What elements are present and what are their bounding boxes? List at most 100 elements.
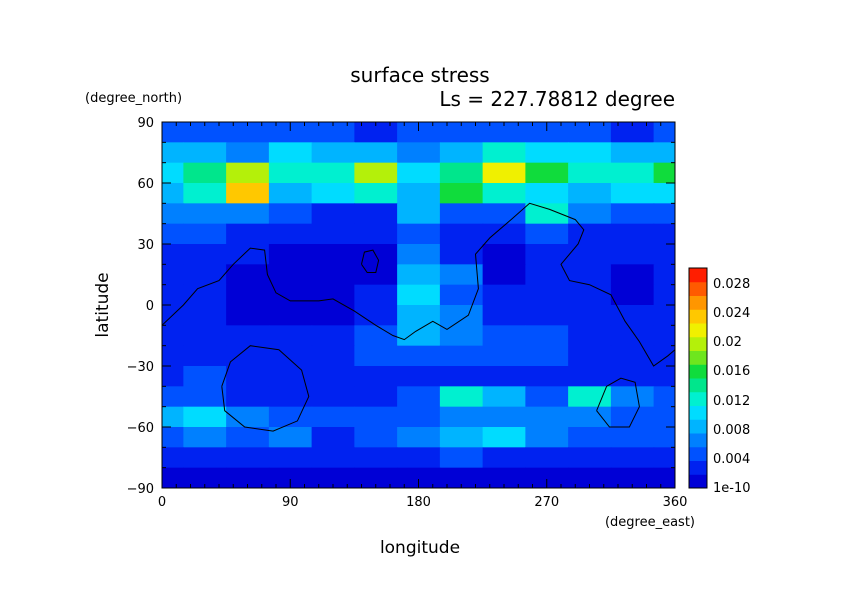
heatmap-cell (439, 467, 484, 488)
heatmap-cell (439, 203, 484, 225)
heatmap-cell (311, 142, 355, 164)
heatmap-cell (183, 325, 227, 347)
heatmap-cell (226, 305, 270, 326)
heatmap-cell (482, 223, 526, 245)
heatmap-cell (311, 183, 355, 204)
colorbar-swatch (689, 474, 707, 489)
heatmap-cell (482, 427, 526, 448)
y-tick-label: 0 (146, 299, 154, 314)
heatmap-cell (525, 244, 569, 265)
heatmap-cell (311, 244, 355, 265)
heatmap-cell (610, 183, 655, 204)
colorbar-swatch (689, 405, 707, 420)
colorbar-swatch (689, 350, 707, 365)
heatmap-cell (482, 366, 526, 387)
heatmap-cell (482, 203, 526, 225)
colorbar-frame (688, 267, 708, 489)
heatmap-cell (226, 325, 270, 347)
heatmap-cell (397, 244, 441, 265)
heatmap-cell (226, 447, 270, 469)
heatmap-cell (268, 223, 313, 245)
heatmap-cell (525, 427, 569, 448)
colorbar-tick-label: 0.008 (713, 423, 750, 438)
coastline-contour (361, 249, 380, 273)
heatmap-cell (183, 244, 227, 265)
heatmap-cell (653, 223, 675, 245)
heatmap-cell (354, 142, 398, 164)
heatmap-cell (311, 284, 355, 306)
heatmap-cell (268, 447, 313, 469)
heatmap-cell (397, 467, 441, 488)
heatmap-cell (268, 244, 313, 265)
chart-title: surface stress (350, 63, 489, 87)
heatmap-cell (226, 264, 270, 286)
colorbar-swatch (689, 391, 707, 406)
heatmap-cell (482, 345, 526, 367)
heatmap-cell (568, 325, 612, 347)
heatmap-cell (610, 366, 655, 387)
heatmap-cell (482, 447, 526, 469)
heatmap-cell (610, 264, 655, 286)
coastline-contour (162, 202, 675, 367)
colorbar-swatch (689, 295, 707, 310)
heatmap-cell (397, 366, 441, 387)
heatmap-cell (268, 406, 313, 428)
heatmap-cell (183, 386, 227, 408)
colorbar-tick-label: 0.024 (713, 306, 750, 321)
heatmap-cell (610, 284, 655, 306)
heatmap-cell (610, 325, 655, 347)
colorbar-tick-label: 0.02 (713, 335, 742, 350)
colorbar-swatch (689, 281, 707, 296)
y-tick-label: −30 (127, 360, 154, 375)
heatmap-cell (653, 447, 675, 469)
heatmap-cell (162, 406, 184, 428)
x-tick-label: 360 (663, 495, 688, 510)
heatmap-cell (226, 467, 270, 488)
x-tick-label: 0 (158, 495, 166, 510)
heatmap-cell (525, 183, 569, 204)
heatmap-cell (653, 203, 675, 225)
heatmap-layer (162, 122, 675, 488)
colorbar-swatch (689, 433, 707, 448)
heatmap-cell (397, 447, 441, 469)
heatmap-cell (226, 386, 270, 408)
heatmap-cell (183, 366, 227, 387)
heatmap-cell (610, 162, 655, 184)
colorbar-swatch (689, 268, 707, 283)
heatmap-cell (162, 203, 184, 225)
heatmap-cell (610, 122, 655, 143)
heatmap-cell (653, 162, 675, 184)
heatmap-cell (397, 264, 441, 286)
colorbar-swatch (689, 446, 707, 461)
heatmap-cell (183, 447, 227, 469)
heatmap-cell (610, 427, 655, 448)
heatmap-cell (354, 244, 398, 265)
heatmap-cell (568, 203, 612, 225)
heatmap-cell (482, 467, 526, 488)
heatmap-cell (482, 386, 526, 408)
heatmap-cell (525, 284, 569, 306)
heatmap-cell (268, 203, 313, 225)
x-tick-label: 270 (534, 495, 559, 510)
x-tick-label: 180 (406, 495, 431, 510)
heatmap-cell (525, 366, 569, 387)
heatmap-cell (183, 406, 227, 428)
heatmap-cell (439, 162, 484, 184)
colorbar-swatch (689, 336, 707, 351)
heatmap-cell (610, 386, 655, 408)
colorbar-swatch (689, 323, 707, 338)
y-unit-label: (degree_north) (85, 91, 182, 106)
heatmap-cell (610, 447, 655, 469)
heatmap-cell (162, 162, 184, 184)
colorbar-swatch (689, 378, 707, 393)
heatmap-cell (439, 447, 484, 469)
heatmap-cell (397, 142, 441, 164)
heatmap-cell (525, 325, 569, 347)
heatmap-cell (311, 223, 355, 245)
y-axis-label: latitude (93, 272, 113, 337)
heatmap-cell (311, 264, 355, 286)
heatmap-cell (653, 244, 675, 265)
heatmap-cell (610, 305, 655, 326)
heatmap-cell (268, 162, 313, 184)
heatmap-cell (162, 427, 184, 448)
